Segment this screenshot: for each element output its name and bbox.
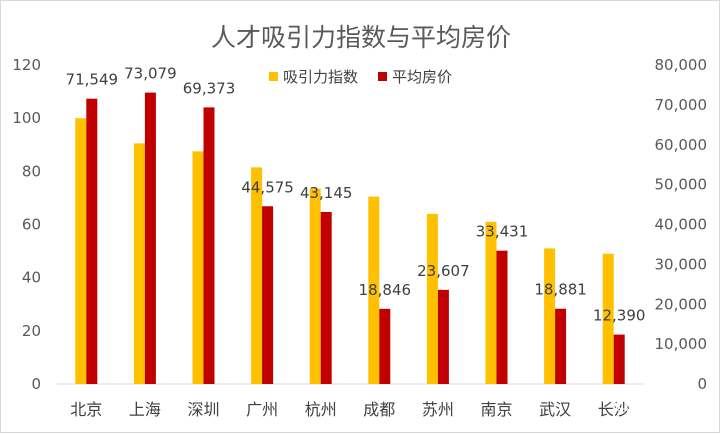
x-tick-label: 北京 <box>70 400 102 419</box>
bar-attraction-index <box>368 196 380 384</box>
x-tick-label: 南京 <box>480 400 512 419</box>
y-right-tick-label: 70,000 <box>655 96 708 114</box>
y-right-tick-label: 10,000 <box>655 335 708 353</box>
bar-house-price <box>86 98 98 384</box>
x-tick-label: 苏州 <box>422 400 454 419</box>
x-tick-label: 广州 <box>246 400 278 419</box>
bar-attraction-index <box>192 151 204 384</box>
legend-label: 吸引力指数 <box>283 68 358 86</box>
legend: 吸引力指数 平均房价 <box>269 68 452 86</box>
bar-house-price <box>262 206 274 384</box>
y-right-tick-label: 0 <box>697 375 707 393</box>
y-left-tick-label: 120 <box>12 56 41 74</box>
x-tick-label: 上海 <box>129 400 161 419</box>
bar-house-price <box>203 107 215 385</box>
y-right-tick-label: 20,000 <box>655 295 708 313</box>
y-right-tick-label: 30,000 <box>655 255 708 273</box>
data-label-house-price: 18,846 <box>359 281 412 299</box>
data-label-house-price: 73,079 <box>124 65 177 83</box>
data-label-house-price: 18,881 <box>534 281 587 299</box>
bar-attraction-index <box>426 213 438 384</box>
bar-house-price <box>613 334 625 384</box>
y-right-tick-label: 40,000 <box>655 216 708 234</box>
watermark-text: 知乎 @凌乐 <box>613 395 698 414</box>
x-tick-label: 深圳 <box>187 400 219 419</box>
bar-house-price <box>144 92 156 385</box>
bar-house-price <box>496 250 508 384</box>
legend-label: 平均房价 <box>392 68 452 86</box>
y-left-tick-label: 100 <box>12 109 41 127</box>
bars <box>75 92 625 385</box>
data-label-house-price: 33,431 <box>476 223 529 241</box>
watermark: 知乎 @凌乐 <box>613 395 698 414</box>
y-left-tick-label: 20 <box>22 322 41 340</box>
data-label-house-price: 69,373 <box>183 79 236 97</box>
chart-title: 人才吸引力指数与平均房价 <box>211 23 511 52</box>
bar-attraction-index <box>309 188 321 384</box>
data-label-house-price: 43,145 <box>300 184 353 202</box>
bar-attraction-index <box>75 118 87 385</box>
bar-house-price <box>437 289 449 384</box>
y-right-tick-label: 60,000 <box>655 136 708 154</box>
y-left-tick-label: 40 <box>22 269 41 287</box>
y-left-tick-label: 80 <box>22 162 41 180</box>
y-left-tick-label: 0 <box>31 375 41 393</box>
bar-attraction-index <box>133 143 145 384</box>
bar-attraction-index <box>602 253 614 384</box>
x-tick-label: 武汉 <box>539 400 571 419</box>
y-left-tick-label: 60 <box>22 216 41 234</box>
x-tick-label: 杭州 <box>305 400 337 419</box>
bar-house-price <box>320 211 332 384</box>
bar-house-price <box>555 308 567 384</box>
data-label-house-price: 12,390 <box>593 307 646 325</box>
x-tick-label: 长沙 <box>598 400 630 419</box>
x-tick-label: 成都 <box>363 400 395 419</box>
data-labels: 71,549 73,079 69,373 44,575 43,145 18,846 23,6… <box>66 65 646 325</box>
data-label-house-price: 71,549 <box>66 71 119 89</box>
bar-attraction-index <box>485 221 497 384</box>
bar-attraction-index <box>251 167 263 384</box>
axes: 0 20 40 60 80 100 120 0 10,000 20,000 30,000 40,000… <box>12 56 707 419</box>
y-right-tick-label: 50,000 <box>655 176 708 194</box>
legend-swatch <box>378 72 387 81</box>
bar-house-price <box>379 308 391 384</box>
data-label-house-price: 44,575 <box>241 178 294 196</box>
data-label-house-price: 23,607 <box>417 262 470 280</box>
bar-attraction-index <box>544 248 556 384</box>
y-right-tick-label: 80,000 <box>655 56 708 74</box>
legend-swatch <box>269 72 278 81</box>
